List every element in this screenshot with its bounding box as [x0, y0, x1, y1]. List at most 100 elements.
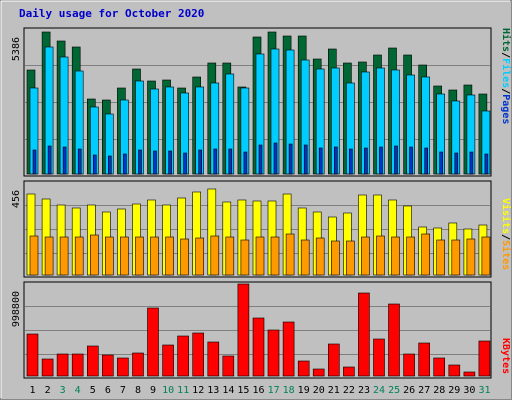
middle-panel-sites-bar [406, 236, 415, 276]
top-panel-pages-bar [47, 145, 52, 175]
bottom-panel-kbytes-bar [312, 368, 325, 377]
x-tick-label: 7 [120, 385, 126, 396]
middle-panel-sites-bar [270, 236, 280, 276]
x-tick-label: 21 [328, 385, 340, 396]
bottom-panel-kbytes-bar [87, 345, 99, 377]
top-panel-pages-bar [32, 149, 37, 175]
bottom-panel-kbytes-bar [267, 329, 280, 377]
top-panel-pages-bar [183, 152, 187, 175]
x-tick-label: 9 [150, 385, 156, 396]
middle-panel-sites-bar [105, 236, 114, 276]
x-tick-label: 22 [343, 385, 355, 396]
middle-panel-sites-bar [330, 240, 340, 276]
top-axis-max-label: 5386 [11, 37, 22, 61]
x-tick-label: 1 [29, 385, 35, 396]
bottom-panel-kbytes-bar [192, 332, 204, 377]
bottom-legend: KBytes [500, 338, 511, 374]
bottom-panel-kbytes-bar [237, 283, 250, 377]
legend-separator: / [500, 234, 511, 240]
bottom-panel-kbytes-bar [433, 357, 446, 377]
top-panel-pages-bar [123, 153, 127, 175]
x-tick-label: 10 [162, 385, 174, 396]
labels-layer: 1 2 3 4 5 6 7 8 9 10 11 12 13 14 15 16 17 18 19 20 21 22 23 24 2… [29, 385, 490, 396]
bottom-panel-kbytes-bar [343, 366, 355, 377]
bottom-axis-max-label: 998800 [11, 291, 22, 327]
x-tick-label: 14 [222, 385, 234, 396]
bottom-panel-kbytes-bar [41, 358, 54, 377]
middle-panel-sites-bar [240, 239, 250, 276]
bottom-panel-kbytes-bar [448, 364, 461, 377]
x-tick-label: 17 [268, 385, 280, 396]
top-panel-pages-bar [258, 144, 263, 175]
x-tick-label: 19 [298, 385, 310, 396]
bottom-panel-kbytes-bar [222, 355, 235, 377]
middle-panel-sites-bar [225, 236, 235, 276]
middle-panel-sites-bar [210, 235, 220, 276]
middle-panel-sites-bar [421, 233, 431, 276]
middle-panel-sites-bar [346, 240, 355, 276]
bottom-panel-kbytes-bar [252, 317, 265, 377]
top-panel-pages-bar [108, 155, 112, 175]
x-tick-label: 27 [418, 385, 430, 396]
x-tick-label: 26 [403, 385, 415, 396]
x-tick-label: 25 [388, 385, 400, 396]
x-tick-label: 28 [433, 385, 445, 396]
legend-pages: Pages [500, 94, 511, 124]
top-panel-pages-bar [213, 148, 218, 175]
middle-panel-sites-bar [59, 236, 69, 276]
top-panel-pages-bar [303, 144, 308, 175]
middle-legend: Visits/Sites [500, 198, 512, 270]
legend-visits: Visits [500, 198, 512, 234]
top-panel-pages-bar [424, 147, 429, 175]
bottom-panel-kbytes-bar [132, 352, 144, 377]
x-tick-label: 3 [60, 385, 66, 396]
x-tick-label: 24 [373, 385, 385, 396]
bottom-panel-kbytes-bar [418, 342, 431, 377]
x-tick-label: 30 [463, 385, 475, 396]
bottom-panel-kbytes-bar [56, 353, 69, 377]
bottom-panel-kbytes-bar [478, 340, 491, 377]
middle-panel-sites-bar [376, 235, 385, 276]
legend-separator: / [500, 52, 511, 58]
bottom-panel-kbytes-bar [102, 354, 114, 377]
top-panel-pages-bar [77, 148, 82, 175]
middle-panel-sites-bar [44, 236, 54, 276]
top-panel-pages-bar [394, 145, 398, 175]
top-panel-pages-bar [409, 146, 413, 175]
middle-panel-sites-bar [135, 236, 144, 276]
top-panel-pages-bar [228, 148, 233, 175]
legend-sites: Sites [500, 240, 512, 270]
bottom-panel-kbytes-bar [403, 353, 415, 377]
top-panel-pages-bar [243, 151, 248, 175]
top-panel-pages-bar [153, 150, 157, 175]
middle-panel-sites-bar [29, 235, 39, 276]
middle-panel-sites-bar [74, 236, 84, 276]
legend-hits: Hits [500, 28, 512, 52]
legend-kbytes: KBytes [500, 338, 511, 374]
middle-panel-sites-bar [451, 239, 461, 276]
x-tick-label: 4 [75, 385, 81, 396]
middle-panel-sites-bar [391, 236, 400, 276]
top-panel-pages-bar [333, 146, 338, 175]
legend-files: Files [500, 58, 512, 88]
middle-panel-sites-bar [165, 236, 174, 276]
x-tick-label: 8 [135, 385, 141, 396]
x-tick-label: 31 [478, 385, 490, 396]
middle-panel-sites-bar [120, 236, 129, 276]
middle-panel-sites-bar [466, 238, 476, 276]
x-tick-label: 13 [207, 385, 219, 396]
bottom-panel-kbytes-bar [117, 357, 129, 377]
bottom-panel-kbytes-bar [282, 321, 295, 377]
middle-panel-sites-bar [195, 237, 204, 276]
bars-layer [26, 31, 491, 377]
x-tick-label: 18 [283, 385, 295, 396]
top-panel-pages-bar [454, 152, 459, 175]
top-panel-pages-bar [469, 151, 474, 175]
middle-panel-sites-bar [300, 239, 310, 276]
x-tick-label: 6 [105, 385, 111, 396]
top-panel-pages-bar [168, 150, 172, 175]
bottom-panel-kbytes-bar [297, 360, 310, 377]
x-tick-label: 12 [192, 385, 204, 396]
bottom-panel-kbytes-bar [162, 344, 174, 377]
top-panel-pages-bar [62, 146, 67, 175]
